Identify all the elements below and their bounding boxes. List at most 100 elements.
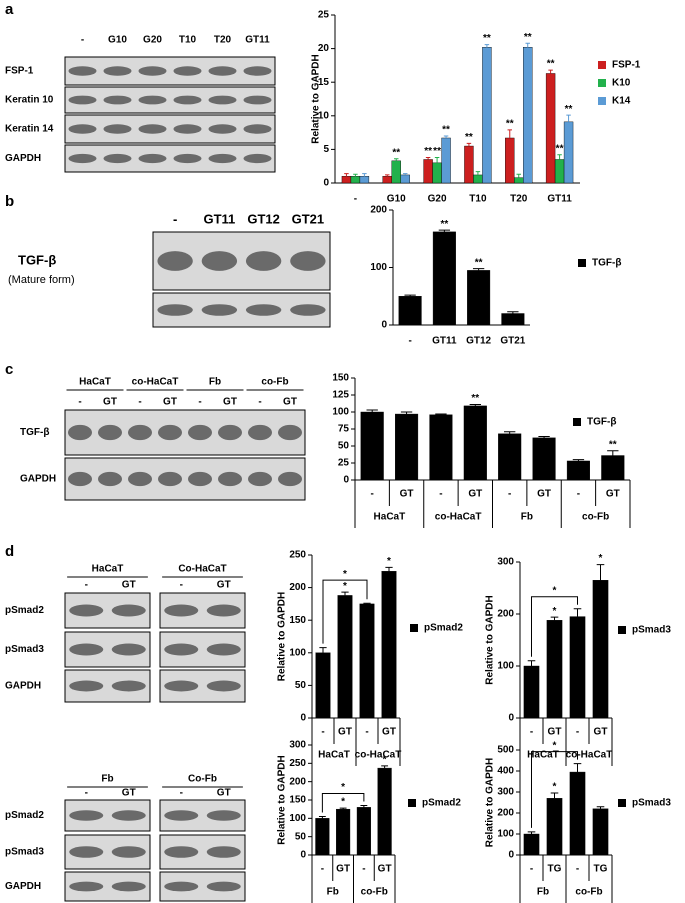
group-label: co-HaCaT xyxy=(355,750,402,761)
blot-band xyxy=(138,95,167,105)
blot-band xyxy=(218,471,242,487)
blot-band xyxy=(138,153,167,164)
significance: ** xyxy=(433,146,441,157)
blot-band xyxy=(245,304,282,316)
error-bar xyxy=(573,608,582,617)
group-label: Fb xyxy=(537,887,549,898)
row-label: Keratin 14 xyxy=(5,124,54,135)
x-tick-label: TG xyxy=(548,864,562,875)
group-label: HaCaT xyxy=(79,377,111,388)
error-bar xyxy=(366,409,378,412)
blot-band xyxy=(164,680,199,692)
significance: ** xyxy=(424,146,432,157)
bar xyxy=(563,121,574,184)
lane-label: - xyxy=(198,397,201,408)
blot-band xyxy=(68,153,97,164)
lane-label: GT xyxy=(122,580,136,591)
x-tick-label: - xyxy=(321,864,324,875)
y-tick-label: 150 xyxy=(332,373,349,384)
x-tick-label: - xyxy=(354,194,357,205)
row-label: pSmad3 xyxy=(5,847,44,858)
blot-band xyxy=(188,424,212,441)
significance: * xyxy=(553,606,557,617)
blot-band xyxy=(158,471,182,487)
x-tick-label: GT xyxy=(548,727,562,738)
x-tick-label: GT xyxy=(606,489,620,500)
error-bar xyxy=(435,413,447,415)
blot-band xyxy=(206,680,241,692)
x-tick-label: GT xyxy=(468,489,482,500)
error-bar xyxy=(527,660,536,666)
blot-band xyxy=(206,604,241,617)
x-tick-label: GT12 xyxy=(466,336,491,347)
blot-band xyxy=(69,680,104,692)
error-bar xyxy=(339,807,347,810)
error-bar xyxy=(538,435,550,438)
legend-label: pSmad3 xyxy=(632,625,671,636)
group-label: co-HaCaT xyxy=(566,750,613,761)
row-label: FSP-1 xyxy=(5,66,34,77)
y-tick-label: 250 xyxy=(289,550,306,561)
y-tick-label: 75 xyxy=(338,424,350,435)
y-tick-label: 0 xyxy=(300,850,306,861)
panel-label: a xyxy=(5,1,14,18)
blot-band xyxy=(138,124,167,134)
lane-label: - xyxy=(85,580,88,591)
bar xyxy=(467,270,491,326)
bar xyxy=(601,455,625,481)
bar xyxy=(514,177,524,184)
blot-band xyxy=(111,881,146,892)
y-tick-label: 150 xyxy=(289,615,306,626)
y-tick-label: 100 xyxy=(370,262,387,273)
error-bar xyxy=(394,158,399,161)
blot-band xyxy=(243,153,272,164)
x-tick-label: - xyxy=(365,727,368,738)
x-tick-label: T10 xyxy=(469,194,487,205)
legend-label: TGF-β xyxy=(592,258,621,269)
error-bar xyxy=(504,431,516,434)
blot-band xyxy=(173,124,202,134)
bar xyxy=(463,405,487,481)
bar xyxy=(337,595,353,719)
y-tick-label: 0 xyxy=(508,850,514,861)
lane-label: G10 xyxy=(108,35,127,46)
error-bar xyxy=(557,154,562,160)
error-bar xyxy=(318,816,326,819)
blot-band xyxy=(111,604,146,617)
row-label: GAPDH xyxy=(5,153,41,164)
bar xyxy=(546,620,563,719)
y-tick-label: 100 xyxy=(497,661,514,672)
lane-label: T20 xyxy=(214,35,232,46)
bar xyxy=(432,231,456,326)
error-bar xyxy=(353,173,358,177)
bar xyxy=(356,807,371,856)
blot-band xyxy=(69,881,104,892)
blot-strip xyxy=(64,56,276,86)
legend-swatch xyxy=(618,799,626,807)
row-label: pSmad2 xyxy=(5,605,44,616)
x-tick-label: - xyxy=(530,727,533,738)
legend-label: K10 xyxy=(612,78,631,89)
bar xyxy=(381,571,397,719)
lane-label: GT xyxy=(122,788,136,799)
blot-band xyxy=(243,124,272,134)
error-bar xyxy=(404,294,416,297)
legend-label: K14 xyxy=(612,96,631,107)
panel-label: b xyxy=(5,193,14,210)
error-bar xyxy=(363,602,371,604)
error-bar xyxy=(438,229,451,232)
error-bar xyxy=(550,792,559,799)
bar xyxy=(554,159,565,184)
x-tick-label: GT xyxy=(336,864,350,875)
row-note: (Mature form) xyxy=(8,274,75,286)
group-label: Fb xyxy=(521,512,533,523)
blot-band xyxy=(208,124,237,134)
bar xyxy=(400,174,410,184)
bar xyxy=(429,414,453,481)
lane-label: GT xyxy=(217,788,231,799)
lane-label: GT21 xyxy=(292,211,325,226)
legend-label: pSmad2 xyxy=(422,798,461,809)
error-bar xyxy=(472,268,485,271)
error-bar xyxy=(484,44,490,48)
lane-label: GT11 xyxy=(245,35,270,46)
